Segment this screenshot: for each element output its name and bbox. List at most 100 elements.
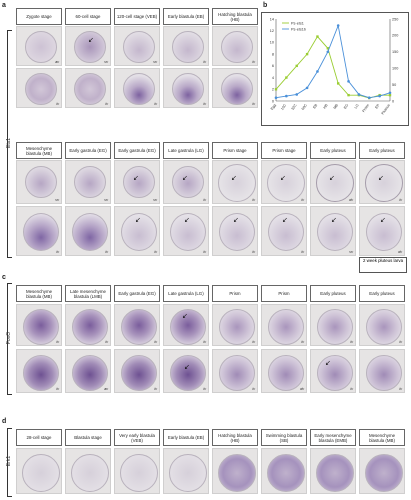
embryo [172,73,204,105]
x-tick-label: EG [343,103,349,110]
embryo [365,164,403,202]
view-label: av [104,387,108,391]
view-label: lv [399,198,402,202]
embryo [221,73,253,105]
annotation-arrow: ↙ [184,217,190,224]
y-tick-left: 12 [270,29,274,33]
embryo [316,164,354,202]
annotation-arrow: ↙ [88,37,94,44]
stage-header: Early blastula (EB) [163,8,209,25]
view-label: lv [203,387,206,391]
embryo-image [65,448,111,494]
stage-header: 60-cell stage [65,8,111,25]
y-tick-right: 50 [392,83,396,87]
data-point [347,93,350,97]
data-point [388,93,392,97]
legend-label: Ps-ets1 [291,21,304,25]
stage-header: 28-cell stage [16,429,62,446]
data-point [388,91,392,95]
view-label: lv [154,340,157,344]
embryo [121,309,157,345]
panel-label-c: c [2,274,6,281]
embryo [22,454,60,492]
annotation-arrow: ↙ [282,217,288,224]
view-label: lv [252,387,255,391]
embryo-image: lv [16,206,62,256]
annotation-arrow: ↙ [184,364,190,371]
data-point [305,86,309,90]
x-tick-label: 32C [290,103,297,111]
embryo [218,454,256,492]
view-label: lv [154,250,157,254]
panel-label-b: b [263,2,268,9]
view-label: lv [301,198,304,202]
view-label: lv [203,60,206,64]
data-point [295,93,299,96]
embryo [316,454,354,492]
embryo [172,166,204,198]
stage-header: Early gastrula (EG) [65,142,111,159]
y-tick-right: 250 [392,17,398,21]
embryo [120,454,158,492]
embryo-image: ↙ lv [212,160,258,204]
annotation-arrow: ↙ [280,175,286,182]
embryo [219,309,255,345]
data-point [285,94,288,98]
view-label: vv [55,198,59,202]
view-label: vv [153,198,157,202]
embryo-image: lv [65,206,111,256]
embryo [121,213,157,251]
embryo-image: lv [359,304,405,346]
x-tick-label: 16C [280,103,287,111]
embryo [123,31,155,63]
embryo-image: lv [16,304,62,346]
series-line [275,23,391,99]
view-label: lv [252,60,255,64]
view-label: lv [203,102,206,106]
embryo [170,355,206,391]
embryo [268,355,304,391]
embryo [25,73,57,105]
panel-label-d: d [2,418,7,425]
stage-header: Early blastula (EB) [163,429,209,446]
stage-header: Swimming blastula (SB) [261,429,307,446]
y-tick-left: 0 [272,99,274,103]
embryo-image [212,448,258,494]
view-label: av [55,60,59,64]
embryo-image: ↙ lv [261,206,307,256]
stage-header: Mesenchyme blastula (MB) [16,142,62,159]
embryo-image: ↙ vv [310,206,356,256]
embryo-image [163,448,209,494]
x-tick-label: LG [354,103,360,109]
annotation-arrow: ↙ [325,360,331,367]
embryo [268,309,304,345]
embryo-image [359,448,405,494]
x-tick-label: EP [374,103,380,110]
embryo-image: ↙ lv [163,160,209,204]
embryo [219,213,255,251]
annotation-arrow: ↙ [380,217,386,224]
view-label: lv [301,340,304,344]
embryo [366,309,402,345]
data-point [305,52,309,56]
embryo-image: vv [16,160,62,204]
embryo-image: ↙ lv [163,304,209,346]
annotation-arrow: ↙ [182,313,188,320]
embryo [23,309,59,345]
view-label: lv [56,102,59,106]
embryo-image: lv [212,349,258,393]
stage-header: Early gastrula (EG) [114,285,160,302]
embryo [74,31,106,63]
view-label: lv [203,198,206,202]
view-label: lv [399,340,402,344]
stage-header: Prism [261,285,307,302]
stage-header: Hatching blastula (HB) [212,8,258,25]
view-label: dv [349,198,353,202]
y-tick-right: 100 [392,67,398,71]
stage-header: Late gastrula (LG) [163,142,209,159]
embryo-image: ↙ lv [261,160,307,204]
data-point [316,35,319,38]
embryo [71,454,109,492]
embryo-image [310,448,356,494]
view-label: lv [350,340,353,344]
